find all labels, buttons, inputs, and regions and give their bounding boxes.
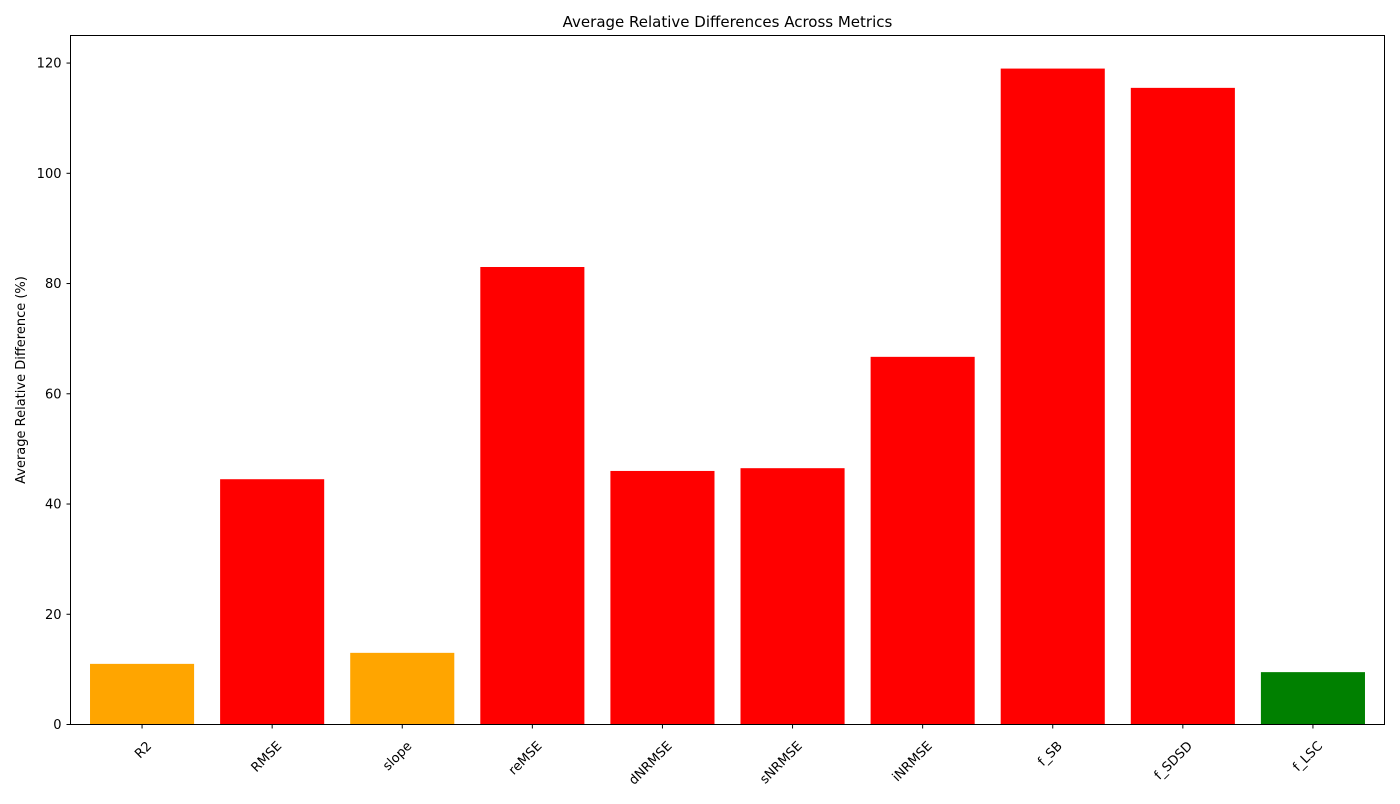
y-axis-ticks: 0 20 40 60 80 100 120 <box>37 57 71 733</box>
bar-slope <box>350 652 455 725</box>
y-axis-label: Average Relative Difference (%) <box>14 276 29 484</box>
plot-area-frame <box>70 35 1385 725</box>
x-axis-ticks: R2 RMSE slope reMSE dNRMSE sNRMSE iNRMSE f_SB f_… <box>132 724 1326 788</box>
y-tick-label: 120 <box>37 57 62 72</box>
x-tick-label: f_SDSD <box>1152 739 1196 783</box>
x-tick-label: reMSE <box>506 739 545 778</box>
bar-f-sb <box>1000 68 1105 725</box>
x-tick-label: f_SB <box>1035 739 1066 770</box>
x-tick-label: iNRMSE <box>890 739 936 785</box>
x-tick-label: slope <box>380 739 415 774</box>
bars-layer <box>90 68 1365 725</box>
x-tick-label: sNRMSE <box>757 739 805 787</box>
bar-inrmse <box>870 356 975 725</box>
y-tick-label: 40 <box>45 498 62 513</box>
x-tick-label: f_LSC <box>1290 739 1326 775</box>
y-tick-label: 60 <box>45 387 62 402</box>
y-tick-label: 0 <box>53 718 61 733</box>
y-tick-label: 80 <box>45 277 62 292</box>
bar-f-lsc <box>1260 672 1365 725</box>
x-tick-label: RMSE <box>249 739 286 776</box>
x-tick-label: R2 <box>132 739 155 762</box>
y-tick-label: 100 <box>37 167 62 182</box>
bar-r2 <box>90 663 195 725</box>
bar-dnrmse <box>610 470 715 725</box>
bar-snrmse <box>740 468 845 725</box>
bar-rmse <box>220 479 325 725</box>
bar-remse <box>480 267 585 725</box>
chart-title: Average Relative Differences Across Metr… <box>563 13 893 31</box>
y-tick-label: 20 <box>45 608 62 623</box>
bar-f-sdsd <box>1130 87 1235 725</box>
x-tick-label: dNRMSE <box>626 739 675 788</box>
